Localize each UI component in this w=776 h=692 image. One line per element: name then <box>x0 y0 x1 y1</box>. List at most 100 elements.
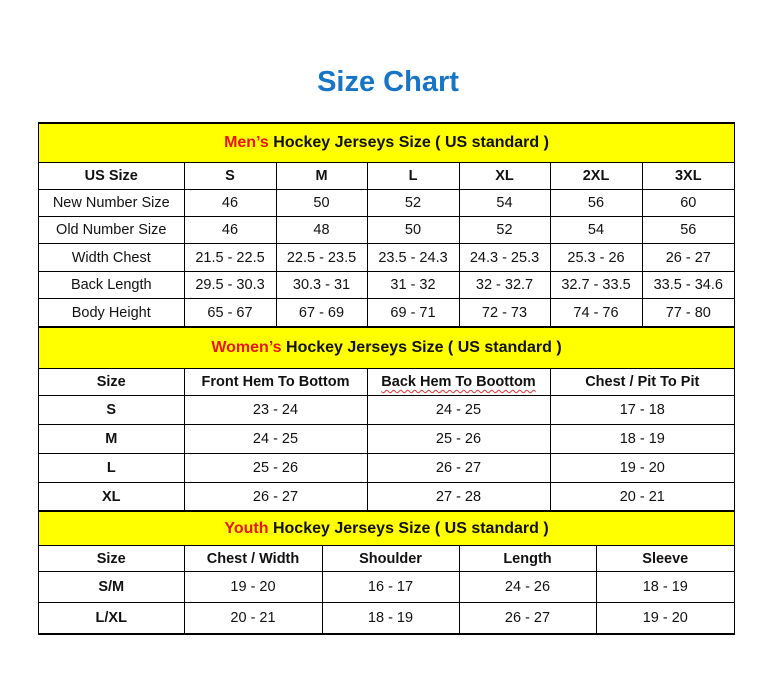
column-header: 2XL <box>582 168 610 184</box>
section-highlight: Women’s <box>211 339 282 356</box>
section-heading-text: Hockey Jerseys Size ( US standard ) <box>268 519 549 537</box>
column-header: M <box>315 168 328 184</box>
table-row: L 25 - 26 26 - 27 19 - 20 <box>39 453 735 483</box>
row-label: XL <box>39 482 185 511</box>
table-cell: 25 - 26 <box>183 453 368 483</box>
table-cell: 72 - 73 <box>458 298 551 327</box>
table-cell: 26 - 27 <box>458 602 597 634</box>
table-cell: 50 <box>366 216 460 244</box>
header-row: Size Front Hem To Bottom Back Hem To Boott… <box>39 368 735 396</box>
column-header: Front Hem To Bottom <box>201 374 350 390</box>
table-cell: 26 - 27 <box>366 453 551 483</box>
header-cell: 2XL <box>549 162 643 190</box>
header-cell: Chest / Width <box>183 545 323 572</box>
column-header: L <box>408 168 418 184</box>
header-cell: Size <box>39 545 185 572</box>
row-label: L/XL <box>39 602 185 634</box>
men-size-table: Men’s Hockey Jerseys Size ( US standard … <box>39 123 735 327</box>
table-cell: 27 - 28 <box>366 482 551 511</box>
table-cell: 22.5 - 23.5 <box>275 243 368 272</box>
header-cell: XL <box>458 162 551 190</box>
row-label: M <box>39 424 185 454</box>
table-cell: 46 <box>183 216 277 244</box>
table-cell: 21.5 - 22.5 <box>183 243 277 272</box>
table-cell: 52 <box>458 216 551 244</box>
table-cell: 25 - 26 <box>366 424 551 454</box>
men-section-heading: Men’s Hockey Jerseys Size ( US standard … <box>39 123 735 163</box>
table-cell: 23 - 24 <box>183 395 368 425</box>
header-cell: US Size <box>39 162 185 190</box>
column-header: Back Hem To Boottom <box>381 374 536 390</box>
women-section-heading: Women’s Hockey Jerseys Size ( US standar… <box>39 327 735 369</box>
table-cell: 26 - 27 <box>641 243 735 272</box>
section-heading-text: Hockey Jerseys Size ( US standard ) <box>268 134 549 151</box>
header-cell: Shoulder <box>321 545 460 572</box>
table-cell: 25.3 - 26 <box>549 243 643 272</box>
table-row: S/M 19 - 20 16 - 17 24 - 26 18 - 19 <box>39 571 735 603</box>
column-header: Chest / Width <box>206 550 300 567</box>
table-cell: 30.3 - 31 <box>275 271 368 299</box>
header-row: US Size S M L XL 2XL 3XL <box>39 162 735 190</box>
table-cell: 24 - 25 <box>183 424 368 454</box>
table-row: M 24 - 25 25 - 26 18 - 19 <box>39 424 735 454</box>
column-header: S <box>225 168 235 184</box>
table-cell: 32 - 32.7 <box>458 271 551 299</box>
table-row: Body Height 65 - 67 67 - 69 69 - 71 72 - 73 7… <box>39 298 735 327</box>
table-cell: 56 <box>549 189 643 217</box>
table-cell: 19 - 20 <box>183 571 323 603</box>
header-cell: Length <box>458 545 597 572</box>
section-highlight: Youth <box>224 519 269 537</box>
table-cell: 31 - 32 <box>366 271 460 299</box>
table-cell: 46 <box>183 189 277 217</box>
header-cell: L <box>366 162 460 190</box>
table-cell: 17 - 18 <box>549 395 735 425</box>
table-cell: 19 - 20 <box>595 602 735 634</box>
table-cell: 69 - 71 <box>366 298 460 327</box>
table-cell: 20 - 21 <box>549 482 735 511</box>
table-row: Old Number Size 46 48 50 52 54 56 <box>39 216 735 244</box>
size-chart-table: Men’s Hockey Jerseys Size ( US standard … <box>38 122 735 635</box>
column-header: Size <box>96 374 126 390</box>
column-header: 3XL <box>674 168 702 184</box>
table-cell: 60 <box>641 189 735 217</box>
header-cell: Chest / Pit To Pit <box>549 368 735 396</box>
row-label: S <box>39 395 185 425</box>
header-cell: 3XL <box>641 162 735 190</box>
column-header: XL <box>495 168 514 184</box>
table-cell: 77 - 80 <box>641 298 735 327</box>
row-label: Back Length <box>39 271 185 299</box>
women-size-table: Women’s Hockey Jerseys Size ( US standar… <box>39 327 735 511</box>
table-cell: 24.3 - 25.3 <box>458 243 551 272</box>
table-cell: 18 - 19 <box>549 424 735 454</box>
row-label: Old Number Size <box>39 216 185 244</box>
table-cell: 29.5 - 30.3 <box>183 271 277 299</box>
header-cell: Sleeve <box>595 545 735 572</box>
row-label: New Number Size <box>39 189 185 217</box>
table-cell: 20 - 21 <box>183 602 323 634</box>
youth-size-table: Youth Hockey Jerseys Size ( US standard … <box>39 511 735 634</box>
section-heading-text: Hockey Jerseys Size ( US standard ) <box>281 339 562 356</box>
table-cell: 56 <box>641 216 735 244</box>
table-cell: 32.7 - 33.5 <box>549 271 643 299</box>
row-label: Width Chest <box>39 243 185 272</box>
table-row: New Number Size 46 50 52 54 56 60 <box>39 189 735 217</box>
table-cell: 33.5 - 34.6 <box>641 271 735 299</box>
table-cell: 54 <box>458 189 551 217</box>
table-cell: 19 - 20 <box>549 453 735 483</box>
column-header: US Size <box>84 168 138 184</box>
header-cell: Back Hem To Boottom <box>366 368 551 396</box>
page-title: Size Chart <box>317 66 459 98</box>
column-header: Chest / Pit To Pit <box>585 374 700 390</box>
header-cell: Front Hem To Bottom <box>183 368 368 396</box>
column-header: Size <box>96 550 126 567</box>
column-header: Shoulder <box>359 550 422 567</box>
row-label: S/M <box>39 571 185 603</box>
column-header: Sleeve <box>642 550 689 567</box>
table-cell: 67 - 69 <box>275 298 368 327</box>
column-header: Length <box>503 550 552 567</box>
table-row: XL 26 - 27 27 - 28 20 - 21 <box>39 482 735 511</box>
table-cell: 50 <box>275 189 368 217</box>
table-row: Back Length 29.5 - 30.3 30.3 - 31 31 - 32 32… <box>39 271 735 299</box>
table-cell: 54 <box>549 216 643 244</box>
table-cell: 24 - 25 <box>366 395 551 425</box>
